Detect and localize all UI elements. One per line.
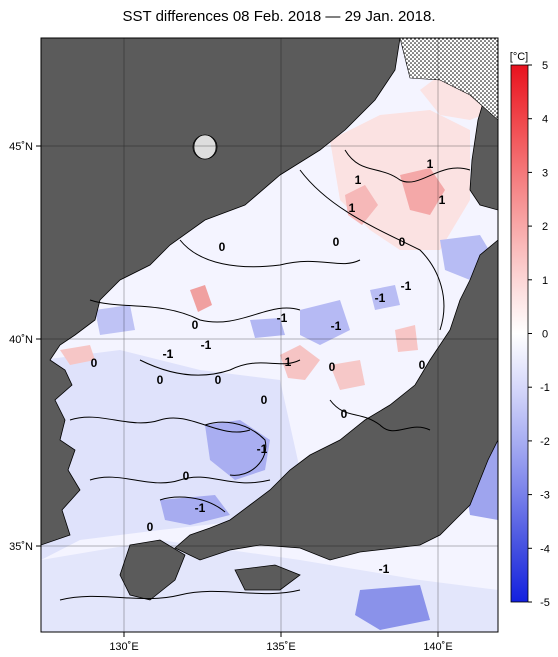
contour-label: 0 (341, 407, 348, 421)
lat-label-35n: 35˚N (9, 541, 33, 553)
colorbar-unit: [°C] (510, 51, 528, 63)
contour-label: -1 (331, 319, 342, 333)
colorbar-tick-label: -1 (540, 382, 550, 394)
contour-label: -1 (401, 279, 412, 293)
contour-label: 0 (215, 373, 222, 387)
lon-label-130e: 130˚E (109, 641, 138, 653)
contour-label: 0 (329, 360, 336, 374)
colorbar-tick-label: 2 (542, 221, 548, 233)
colorbar: [°C] 5 4 3 2 1 0 -1 -2 -3 -4 -5 (510, 51, 550, 609)
contour-label: 0 (261, 393, 268, 407)
contour-label: 0 (147, 520, 154, 534)
contour-label: 0 (183, 469, 190, 483)
contour-label: 0 (419, 358, 426, 372)
contour-label: -1 (195, 501, 206, 515)
colorbar-tick-label: -4 (540, 543, 550, 555)
lon-label-140e: 140˚E (423, 641, 452, 653)
contour-label: 1 (349, 201, 356, 215)
colorbar-tick-label: -3 (540, 490, 550, 502)
axis-ticks (36, 145, 439, 637)
contour-label: 0 (399, 235, 406, 249)
contour-label: 0 (91, 356, 98, 370)
colorbar-gradient (510, 64, 529, 603)
colorbar-tick-label: 1 (542, 275, 548, 287)
lake-khanka (193, 134, 217, 160)
contour-label: -1 (257, 442, 268, 456)
lat-label-40n: 40˚N (9, 334, 33, 346)
contour-label: 0 (157, 373, 164, 387)
graticule (41, 38, 498, 632)
contour-label: 0 (219, 240, 226, 254)
contour-label: -1 (277, 311, 288, 325)
map-frame (40, 37, 499, 633)
contour-label: 1 (439, 193, 446, 207)
contour-label: 0 (333, 235, 340, 249)
colorbar-tick-label: 0 (542, 329, 548, 341)
colorbar-tick-label: -5 (540, 597, 550, 609)
contour-label: 1 (285, 355, 292, 369)
contour-label: -1 (201, 338, 212, 352)
colorbar-tick-label: 3 (542, 167, 548, 179)
map-title: SST differences 08 Feb. 2018 — 29 Jan. 2… (122, 8, 436, 25)
contour-label: -1 (163, 347, 174, 361)
lon-label-135e: 135˚E (266, 641, 295, 653)
contour-label: -1 (379, 562, 390, 576)
contour-label: 0 (192, 318, 199, 332)
lat-label-45n: 45˚N (9, 141, 33, 153)
contour-label: 1 (355, 173, 362, 187)
contour-label: -1 (163, 347, 174, 361)
colorbar-tick-label: 5 (542, 60, 548, 72)
contour-label: -1 (375, 291, 386, 305)
colorbar-tick-label: -2 (540, 436, 550, 448)
contour-label: 1 (427, 157, 434, 171)
colorbar-tick-label: 4 (542, 114, 548, 126)
colorbar-ticks: 5 4 3 2 1 0 -1 -2 -3 -4 -5 (528, 60, 550, 609)
